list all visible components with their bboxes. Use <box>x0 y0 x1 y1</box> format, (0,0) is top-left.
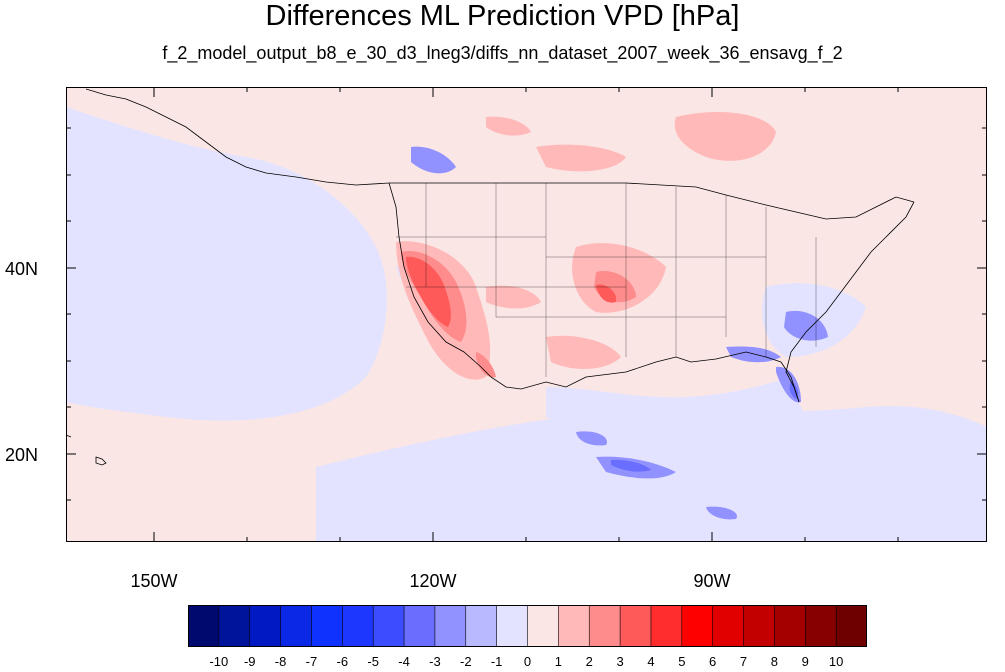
colorbar-tick-label: -9 <box>243 654 256 669</box>
colorbar-tick-label: 3 <box>616 654 624 669</box>
colorbar-swatch <box>311 605 344 647</box>
deep-positive-anomaly-areas <box>406 256 617 327</box>
colorbar <box>188 605 867 647</box>
lon-label-150w: 150W <box>130 571 178 591</box>
map-border <box>66 87 987 542</box>
colorbar-swatch <box>342 605 374 647</box>
colorbar-swatch <box>465 605 498 647</box>
colorbar-swatch <box>619 605 652 647</box>
colorbar-swatch <box>712 605 745 647</box>
colorbar-tick-label: 7 <box>739 654 748 669</box>
colorbar-swatch <box>588 605 621 647</box>
colorbar-tick-label: 1 <box>554 654 562 669</box>
lon-label-120w: 120W <box>409 571 457 591</box>
state-borders <box>396 183 817 377</box>
map-subtitle: f_2_model_output_b8_e_30_d3_lneg3/diffs_… <box>162 43 843 63</box>
colorbar-tick-label: -6 <box>336 654 349 669</box>
colorbar-tick-label: 0 <box>523 654 532 669</box>
colorbar-tick-label: 6 <box>709 654 717 669</box>
colorbar-swatch <box>558 605 591 647</box>
colorbar-swatch <box>804 605 837 647</box>
lon-label-90w: 90W <box>693 571 731 591</box>
deep-negative-anomaly-areas <box>611 382 799 472</box>
colorbar-tick-label: -3 <box>429 654 441 669</box>
colorbar-tick-label: 2 <box>585 654 593 669</box>
colorbar-tick-label: -1 <box>490 654 503 669</box>
colorbar-border <box>188 605 867 647</box>
colorbar-swatch <box>372 605 405 647</box>
colorbar-tick-label: -7 <box>305 654 318 669</box>
colorbar-swatch <box>434 605 467 647</box>
lat-label-40n: 40N <box>4 259 38 279</box>
colorbar-swatch <box>249 605 282 647</box>
colorbar-tick-label: 5 <box>678 654 686 669</box>
colorbar-tick-label: 10 <box>828 654 844 669</box>
colorbar-tick-label: -5 <box>367 654 379 669</box>
colorbar-swatch <box>835 605 867 647</box>
colorbar-swatch <box>681 605 714 647</box>
colorbar-swatch <box>743 605 776 647</box>
colorbar-swatch <box>280 605 313 647</box>
colorbar-tick-label: -8 <box>274 654 287 669</box>
colorbar-swatch <box>188 605 220 647</box>
colorbar-tick-label: 8 <box>770 654 779 669</box>
colorbar-swatch <box>650 605 683 647</box>
colorbar-tick-label: 4 <box>647 654 655 669</box>
map-title: Differences ML Prediction VPD [hPa] <box>265 0 740 32</box>
lat-label-20n: 20N <box>4 445 38 465</box>
colorbar-tick-label: -4 <box>398 654 410 669</box>
colorbar-swatch <box>496 605 529 647</box>
colorbar-swatch <box>774 605 807 647</box>
colorbar-swatch <box>218 605 251 647</box>
map-plot <box>66 87 987 542</box>
colorbar-swatch <box>527 605 560 647</box>
colorbar-tick-label: 9 <box>801 654 809 669</box>
colorbar-tick-label: -10 <box>209 654 229 669</box>
colorbar-tick-label: -2 <box>459 654 472 669</box>
colorbar-swatch <box>403 605 436 647</box>
